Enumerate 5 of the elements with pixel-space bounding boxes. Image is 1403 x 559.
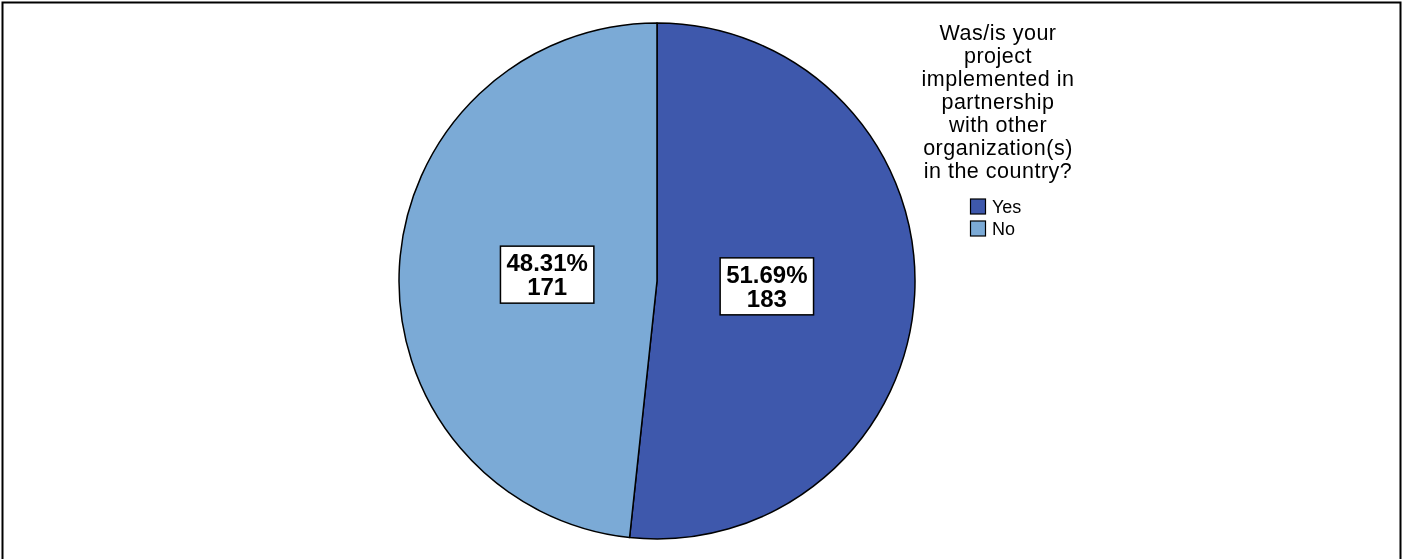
data-label: 48.31% 171: [506, 249, 588, 301]
legend-label: No: [992, 219, 1016, 239]
legend-label: Yes: [992, 197, 1022, 217]
data-label: 51.69% 183: [726, 260, 808, 312]
legend-title: Was/is your project implemented in partnership with other organization(s) in the country?: [921, 21, 1075, 183]
